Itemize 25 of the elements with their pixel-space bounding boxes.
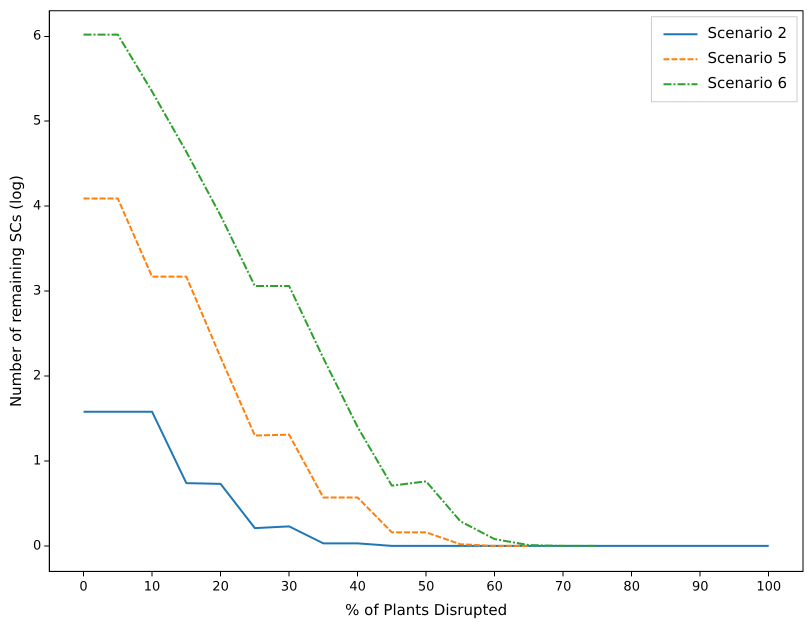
y-tick-label: 0 <box>32 538 42 554</box>
y-axis-title: Number of remaining SCs (log) <box>6 175 25 408</box>
x-tick-label: 60 <box>486 580 503 595</box>
x-tick-label: 30 <box>280 580 298 595</box>
x-axis-title: % of Plants Disrupted <box>345 600 508 619</box>
y-tick-label: 5 <box>32 114 42 129</box>
x-tick-label: 0 <box>79 580 88 595</box>
x-tick-label: 20 <box>212 580 229 595</box>
x-tick-label: 50 <box>418 580 434 595</box>
x-tick-label: 80 <box>623 580 640 595</box>
x-tick-label: 40 <box>349 580 366 595</box>
line-series <box>82 34 598 547</box>
y-tick-label: 4 <box>32 198 42 214</box>
legend-label: Scenario 5 <box>707 49 788 68</box>
y-tick-label: 2 <box>32 368 42 384</box>
legend-label: Scenario 6 <box>707 74 788 92</box>
y-tick-label: 3 <box>32 283 42 298</box>
x-tick-label: 70 <box>554 580 572 595</box>
x-tick-label: 10 <box>144 580 160 595</box>
x-tick-label: 90 <box>692 580 708 595</box>
line-series <box>82 198 530 547</box>
legend-label: Scenario 2 <box>707 24 788 42</box>
y-tick-label: 6 <box>32 28 42 44</box>
x-tick-label: 100 <box>756 580 782 595</box>
y-tick-label: 1 <box>32 453 42 468</box>
